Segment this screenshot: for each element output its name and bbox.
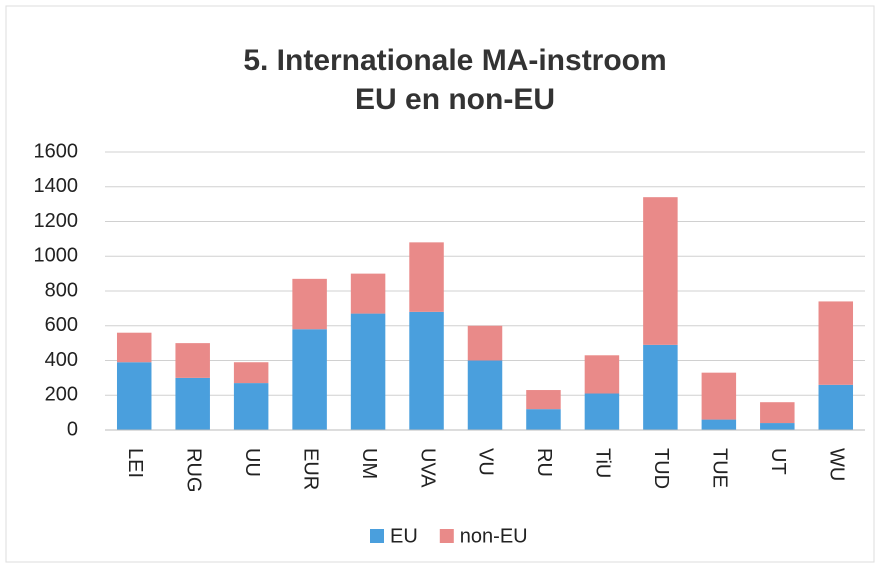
- bar-segment: [467, 325, 503, 361]
- x-tick-label: RU: [533, 448, 555, 477]
- bar-segment: [292, 329, 327, 430]
- bar-segment: [233, 383, 269, 430]
- bar-segment: [175, 343, 210, 378]
- bar-segment: [526, 409, 561, 430]
- bar-segment: [584, 393, 620, 430]
- bar-segment: [760, 423, 795, 430]
- x-tick-label: WU: [825, 448, 847, 481]
- bar-segment: [818, 301, 854, 385]
- bar-segment: [818, 384, 854, 430]
- x-tick-label: UU: [241, 448, 263, 477]
- bar-segment: [760, 402, 795, 424]
- bar-segment: [467, 360, 503, 430]
- x-tick-label: TUE: [709, 448, 731, 488]
- y-tick-label: 200: [45, 384, 78, 406]
- bar-segment: [175, 377, 210, 430]
- bar-segment: [116, 362, 152, 430]
- y-tick-label: 0: [67, 418, 78, 440]
- bar-segment: [701, 372, 737, 420]
- bar-segment: [292, 278, 327, 330]
- bar-segment: [526, 390, 561, 410]
- bar-segment: [584, 355, 620, 394]
- y-tick-label: 1200: [34, 210, 79, 232]
- y-tick-label: 1000: [34, 245, 79, 267]
- legend-label: non-EU: [460, 525, 528, 547]
- bar-segment: [350, 313, 386, 430]
- x-tick-label: UVA: [416, 448, 438, 488]
- chart-title: EU en non-EU: [355, 83, 555, 116]
- x-tick-label: TiU: [592, 448, 614, 478]
- y-tick-label: 1600: [34, 140, 79, 162]
- x-tick-label: LEI: [124, 448, 146, 478]
- x-tick-label: UT: [767, 448, 789, 475]
- y-tick-label: 400: [45, 349, 78, 371]
- y-tick-label: 600: [45, 314, 78, 336]
- chart-title: 5. Internationale MA-instroom: [243, 44, 666, 77]
- bar-segment: [701, 419, 737, 430]
- x-tick-label: EUR: [299, 448, 321, 490]
- x-tick-label: RUG: [182, 448, 204, 492]
- legend-label: EU: [390, 525, 418, 547]
- y-tick-label: 1400: [34, 175, 79, 197]
- x-tick-label: UM: [358, 448, 380, 479]
- x-tick-label: TUD: [650, 448, 672, 489]
- legend-swatch: [439, 529, 454, 543]
- bar-segment: [233, 362, 269, 384]
- legend-swatch: [370, 529, 384, 543]
- bar-segment: [350, 273, 386, 314]
- chart-border: [5, 5, 875, 563]
- bar-segment: [643, 344, 678, 430]
- bar-segment: [643, 197, 678, 345]
- x-tick-label: VU: [475, 448, 497, 476]
- y-tick-label: 800: [45, 279, 78, 301]
- bar-segment: [409, 242, 444, 312]
- bar-segment: [409, 311, 444, 430]
- bar-segment: [116, 332, 152, 363]
